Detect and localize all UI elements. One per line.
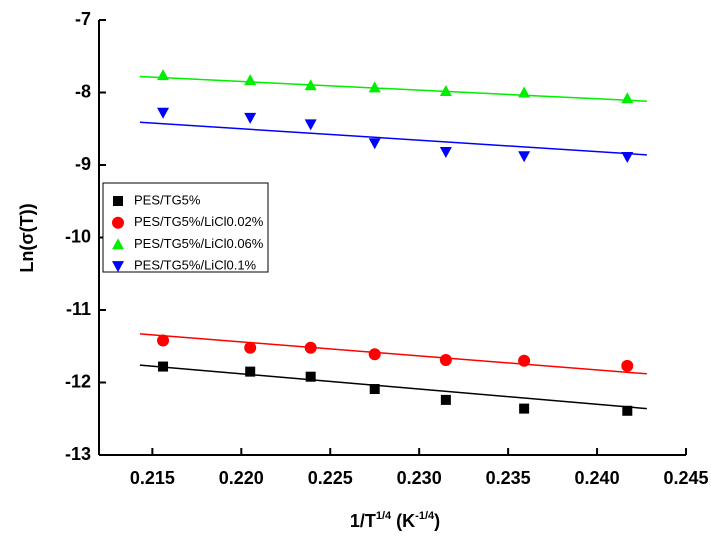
- marker: [157, 334, 170, 347]
- marker: [518, 86, 531, 98]
- y-tick-label: -7: [75, 9, 91, 29]
- x-tick-label: 0.245: [663, 468, 708, 488]
- marker: [439, 354, 452, 367]
- marker: [519, 403, 530, 414]
- marker: [304, 119, 317, 131]
- marker: [157, 107, 170, 119]
- legend: PES/TG5% PES/TG5%/LiCl0.02% PES/TG5%/LiCl0…: [102, 182, 269, 273]
- marker: [369, 384, 380, 395]
- marker: [368, 138, 381, 150]
- marker: [158, 361, 169, 372]
- marker: [621, 152, 634, 164]
- y-tick-label: -9: [75, 154, 91, 174]
- x-tick-label: 0.225: [308, 468, 353, 488]
- superscript: -1/4: [415, 510, 435, 522]
- fit-line: [139, 75, 647, 102]
- legend-label: PES/TG5%/LiCl0.02%: [134, 214, 264, 229]
- marker: [518, 354, 531, 367]
- marker: [244, 341, 257, 354]
- y-tick-label: -13: [65, 444, 91, 464]
- x-tick-label: 0.240: [575, 468, 620, 488]
- marker: [621, 92, 634, 104]
- marker: [304, 341, 317, 354]
- marker: [368, 81, 381, 93]
- marker: [157, 69, 170, 81]
- fit-line: [139, 364, 647, 410]
- marker: [368, 348, 381, 361]
- marker: [305, 371, 316, 382]
- legend-label: PES/TG5%/LiCl0.1%: [134, 258, 257, 273]
- legend-box: [102, 182, 269, 273]
- marker: [113, 196, 123, 206]
- marker: [244, 112, 257, 124]
- x-tick-label: 0.230: [397, 468, 442, 488]
- fit-line: [139, 333, 647, 375]
- x-axis-label: 1/T1/4 (K-1/4): [350, 510, 440, 531]
- legend-label: PES/TG5%/LiCl0.06%: [134, 236, 264, 251]
- label-part: ): [434, 511, 440, 531]
- marker: [112, 216, 124, 229]
- marker: [112, 238, 124, 250]
- marker: [304, 79, 317, 91]
- y-tick-label: -8: [75, 81, 91, 101]
- marker: [245, 366, 256, 377]
- superscript: 1/4: [376, 510, 392, 522]
- x-tick-label: 0.215: [130, 468, 175, 488]
- marker: [439, 85, 452, 97]
- marker: [112, 261, 124, 273]
- marker: [518, 151, 531, 163]
- marker: [622, 405, 633, 416]
- label-part: (K: [391, 511, 415, 531]
- marker: [440, 394, 451, 405]
- y-tick-label: -11: [66, 299, 91, 319]
- legend-label: PES/TG5%: [134, 192, 201, 207]
- y-tick-label: -12: [65, 371, 91, 391]
- y-axis-label: Ln(σ(T)): [17, 203, 37, 272]
- x-tick-label: 0.235: [486, 468, 531, 488]
- x-tick-label: 0.220: [219, 468, 264, 488]
- marker: [439, 146, 452, 158]
- y-tick-label: -10: [65, 226, 91, 246]
- fit-line: [139, 121, 647, 156]
- label-part: 1/T: [350, 511, 376, 531]
- marker: [621, 359, 634, 372]
- marker: [244, 74, 257, 86]
